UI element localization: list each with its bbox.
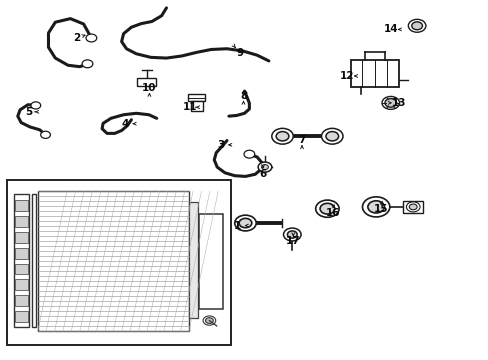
Text: 17: 17 xyxy=(285,236,300,246)
Circle shape xyxy=(234,215,256,231)
Text: 13: 13 xyxy=(390,98,405,108)
Bar xyxy=(15,311,28,321)
Bar xyxy=(15,248,28,258)
Bar xyxy=(15,295,28,306)
Bar xyxy=(15,216,28,227)
Bar xyxy=(32,194,36,327)
Circle shape xyxy=(406,202,419,212)
Circle shape xyxy=(41,131,50,138)
Circle shape xyxy=(205,318,213,323)
Bar xyxy=(137,78,156,86)
Text: 9: 9 xyxy=(236,48,243,58)
Circle shape xyxy=(287,231,297,238)
Bar xyxy=(15,201,28,211)
Text: 11: 11 xyxy=(182,102,197,112)
Text: 8: 8 xyxy=(240,91,246,101)
Circle shape xyxy=(408,204,416,210)
Circle shape xyxy=(82,60,93,68)
Circle shape xyxy=(321,129,342,144)
Circle shape xyxy=(325,132,338,141)
Circle shape xyxy=(315,200,338,217)
Circle shape xyxy=(411,22,422,30)
Circle shape xyxy=(261,165,268,170)
Text: 16: 16 xyxy=(325,208,340,218)
Bar xyxy=(190,101,202,111)
Text: 14: 14 xyxy=(383,24,397,35)
Text: 6: 6 xyxy=(259,168,266,179)
Circle shape xyxy=(276,132,288,141)
Circle shape xyxy=(384,99,396,107)
Circle shape xyxy=(239,219,251,228)
Bar xyxy=(188,202,197,318)
Bar xyxy=(38,192,188,331)
Text: 10: 10 xyxy=(142,83,156,93)
Circle shape xyxy=(203,316,215,325)
Text: 1: 1 xyxy=(234,221,241,230)
Circle shape xyxy=(407,19,425,32)
Bar xyxy=(403,201,422,213)
Circle shape xyxy=(271,129,293,144)
Text: 12: 12 xyxy=(339,71,353,81)
Circle shape xyxy=(367,201,384,213)
Circle shape xyxy=(258,162,271,172)
Bar xyxy=(15,279,28,290)
Bar xyxy=(198,214,223,309)
Circle shape xyxy=(381,96,399,109)
Bar xyxy=(350,60,398,87)
Bar xyxy=(15,232,28,243)
Circle shape xyxy=(362,197,389,217)
Text: 7: 7 xyxy=(298,135,305,145)
Text: 3: 3 xyxy=(217,140,224,150)
Circle shape xyxy=(31,102,41,109)
Bar xyxy=(6,180,230,345)
Text: 15: 15 xyxy=(373,204,387,215)
Bar xyxy=(187,94,205,101)
Circle shape xyxy=(320,203,334,214)
Circle shape xyxy=(86,34,97,42)
Text: 2: 2 xyxy=(73,33,80,43)
Text: 4: 4 xyxy=(121,119,128,129)
Text: 5: 5 xyxy=(25,107,33,117)
Bar xyxy=(15,264,28,274)
Circle shape xyxy=(244,150,254,158)
Bar xyxy=(14,194,29,327)
Circle shape xyxy=(283,228,301,241)
